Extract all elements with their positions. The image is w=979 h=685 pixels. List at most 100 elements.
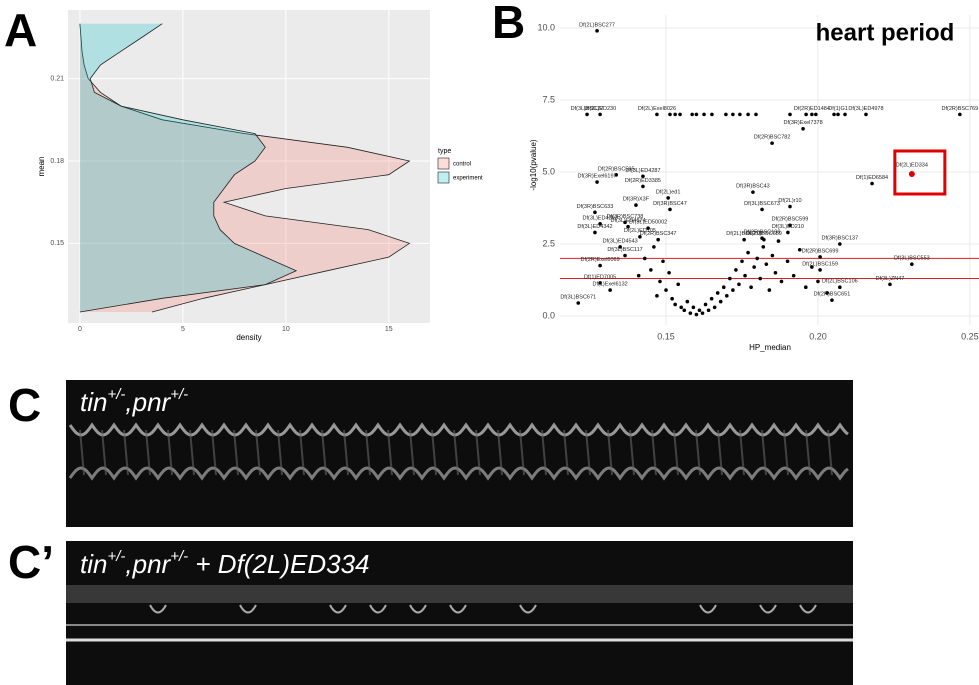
y-tick-label: 5.0 — [542, 166, 555, 176]
chart-title: heart period — [816, 19, 955, 46]
panel-letter: A — [4, 4, 37, 56]
point-label: Df(3L)ED4287 — [625, 168, 660, 174]
point — [652, 245, 656, 249]
point — [818, 268, 822, 272]
point-label: Df(2L)BSC159 — [802, 261, 838, 267]
point-label: Df(2L)BSC689 — [746, 231, 782, 237]
point — [641, 185, 645, 189]
point — [725, 294, 729, 298]
point-label: Df(3R)BSC633 — [577, 204, 614, 210]
point — [838, 285, 842, 289]
point — [804, 285, 808, 289]
point — [731, 288, 735, 292]
point — [816, 280, 820, 284]
point — [810, 113, 814, 117]
point — [765, 262, 769, 266]
point — [585, 113, 589, 117]
point — [634, 203, 638, 207]
point — [666, 196, 670, 200]
point — [667, 271, 671, 275]
point — [695, 313, 699, 317]
point — [682, 308, 686, 312]
point — [719, 300, 723, 304]
point — [958, 113, 962, 117]
point — [740, 259, 744, 263]
panel-letter: B — [492, 0, 525, 48]
point — [702, 113, 706, 117]
point — [830, 298, 834, 302]
legend-key — [438, 158, 449, 169]
point — [818, 255, 822, 259]
panel-letter: C’ — [8, 536, 54, 588]
point — [704, 303, 708, 307]
point — [754, 113, 758, 117]
point-label: Df(3L)BSC553 — [894, 256, 930, 262]
point — [760, 208, 764, 212]
point — [743, 274, 747, 278]
point — [734, 268, 738, 272]
point — [731, 113, 735, 117]
point — [838, 242, 842, 246]
point-label: Df(3L)ED4674 — [610, 218, 645, 224]
point — [716, 291, 720, 295]
x-tick-label: 0.25 — [961, 331, 979, 341]
point — [637, 274, 641, 278]
x-tick-label: 10 — [282, 326, 290, 333]
point-label: Df(2L)Exel8026 — [638, 106, 676, 112]
point — [623, 254, 627, 258]
point-label: Df(1)ED7005 — [584, 274, 616, 280]
point — [673, 113, 677, 117]
point — [668, 208, 672, 212]
point — [678, 113, 682, 117]
point-label: Df(3L)ZN47 — [876, 276, 905, 282]
x-axis-label: HP_median — [749, 343, 791, 352]
y-tick-label: 10.0 — [537, 22, 555, 32]
point-label: Df(2L)BSC106 — [822, 279, 858, 285]
point — [788, 205, 792, 209]
point-label: Df(2R)BSC782 — [754, 135, 791, 141]
point — [695, 113, 699, 117]
point — [598, 264, 602, 268]
point-label: Df(3R)BSC43 — [736, 184, 770, 190]
point — [777, 239, 781, 243]
point-label: Df(3R)Exel6197 — [577, 174, 616, 180]
figure: A B C C’ tin+/-,pnr+/- tin+/-,pnr+/- + D… — [0, 0, 979, 685]
point — [722, 285, 726, 289]
point — [768, 288, 772, 292]
point — [656, 238, 660, 242]
point — [746, 113, 750, 117]
point — [593, 211, 597, 215]
x-tick-label: 0.20 — [809, 331, 827, 341]
point-label: Df(3R)BSC47 — [653, 201, 687, 207]
point — [738, 113, 742, 117]
point — [870, 182, 874, 186]
point-label: Df(3L)BSC673 — [744, 201, 780, 207]
point-label: Df(3L)ED4543 — [603, 238, 638, 244]
point-label: Df(2R)BSC769 — [942, 106, 979, 112]
point-label: Df(2L)ed1 — [656, 189, 680, 195]
point-label: Df(1)ED6584 — [856, 175, 888, 181]
y-tick-label: 0.21 — [50, 75, 64, 82]
point — [801, 127, 805, 131]
point — [825, 291, 829, 295]
point-label: Df(2R)ED1484 — [794, 106, 830, 112]
point — [643, 257, 647, 261]
point — [786, 231, 790, 235]
point — [755, 257, 759, 261]
legend-title: type — [438, 148, 451, 155]
point — [593, 231, 597, 235]
point — [658, 280, 662, 284]
x-tick-label: 15 — [385, 326, 393, 333]
highlight-box — [895, 151, 945, 194]
point — [814, 113, 818, 117]
x-tick-label: 0.15 — [657, 331, 675, 341]
y-tick-label: 0.0 — [542, 310, 555, 320]
point — [728, 277, 732, 281]
point-label: Df(2R)BSC651 — [814, 292, 851, 298]
point — [864, 113, 868, 117]
point-label: Df(3L)ED4978 — [848, 106, 883, 112]
y-tick-label: 0.18 — [50, 158, 64, 165]
point-label: Df(1)Exel6132 — [593, 282, 628, 288]
point — [774, 271, 778, 275]
point — [668, 113, 672, 117]
